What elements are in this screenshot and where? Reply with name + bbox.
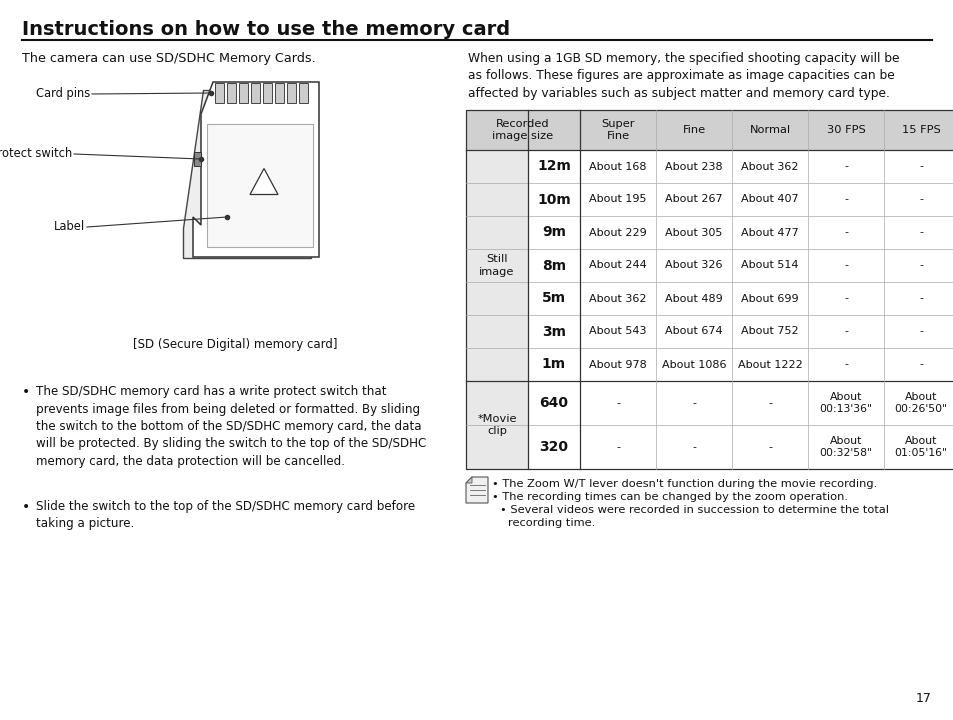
Text: About 244: About 244 bbox=[589, 261, 646, 271]
Bar bbox=[193, 152, 201, 166]
Text: Write protect switch: Write protect switch bbox=[0, 148, 71, 161]
Text: 5m: 5m bbox=[541, 292, 565, 305]
Bar bbox=[239, 83, 248, 103]
Text: About 168: About 168 bbox=[589, 161, 646, 171]
Text: -: - bbox=[918, 294, 923, 304]
Text: • Several videos were recorded in succession to determine the total: • Several videos were recorded in succes… bbox=[499, 505, 888, 515]
Text: 320: 320 bbox=[539, 440, 568, 454]
Bar bbox=[251, 83, 260, 103]
Text: About 305: About 305 bbox=[664, 228, 722, 238]
Bar bbox=[465, 110, 953, 469]
Text: The SD/SDHC memory card has a write protect switch that
prevents image files fro: The SD/SDHC memory card has a write prot… bbox=[36, 385, 426, 468]
Text: About 543: About 543 bbox=[589, 326, 646, 336]
Polygon shape bbox=[465, 477, 472, 483]
Text: About 489: About 489 bbox=[664, 294, 722, 304]
Text: Super
Fine: Super Fine bbox=[600, 119, 634, 141]
Text: About
00:13'36": About 00:13'36" bbox=[819, 392, 872, 414]
Text: Card pins: Card pins bbox=[35, 88, 90, 101]
Text: About 238: About 238 bbox=[664, 161, 722, 171]
Text: Still
image: Still image bbox=[478, 254, 515, 276]
Text: About 195: About 195 bbox=[589, 194, 646, 204]
Text: -: - bbox=[691, 398, 695, 408]
Text: About
01:05'16": About 01:05'16" bbox=[894, 436, 946, 458]
Text: 30 FPS: 30 FPS bbox=[825, 125, 864, 135]
Text: -: - bbox=[843, 261, 847, 271]
Text: Fine: Fine bbox=[681, 125, 705, 135]
Text: About
00:32'58": About 00:32'58" bbox=[819, 436, 872, 458]
Text: About 699: About 699 bbox=[740, 294, 798, 304]
Text: 1m: 1m bbox=[541, 358, 565, 372]
Bar bbox=[227, 83, 235, 103]
Text: 17: 17 bbox=[915, 692, 931, 705]
Polygon shape bbox=[250, 168, 277, 194]
Text: About 267: About 267 bbox=[664, 194, 722, 204]
Text: -: - bbox=[843, 161, 847, 171]
Text: 12m: 12m bbox=[537, 160, 570, 174]
Text: -: - bbox=[767, 398, 771, 408]
Text: 10m: 10m bbox=[537, 192, 570, 207]
Text: -: - bbox=[691, 442, 695, 452]
Text: 3m: 3m bbox=[541, 325, 565, 338]
Text: -: - bbox=[918, 194, 923, 204]
Text: About
00:26'50": About 00:26'50" bbox=[894, 392, 946, 414]
Text: -: - bbox=[843, 326, 847, 336]
Text: •: • bbox=[22, 385, 30, 399]
Text: About 674: About 674 bbox=[664, 326, 722, 336]
Text: -: - bbox=[767, 442, 771, 452]
Text: -: - bbox=[616, 398, 619, 408]
Text: •: • bbox=[22, 500, 30, 514]
Bar bbox=[207, 124, 313, 247]
Text: Slide the switch to the top of the SD/SDHC memory card before
taking a picture.: Slide the switch to the top of the SD/SD… bbox=[36, 500, 415, 531]
Text: -: - bbox=[843, 228, 847, 238]
Text: -: - bbox=[918, 161, 923, 171]
Text: -: - bbox=[918, 228, 923, 238]
Text: *Movie
clip: *Movie clip bbox=[476, 414, 517, 436]
Text: When using a 1GB SD memory, the specified shooting capacity will be
as follows. : When using a 1GB SD memory, the specifie… bbox=[468, 52, 899, 100]
Text: The camera can use SD/SDHC Memory Cards.: The camera can use SD/SDHC Memory Cards. bbox=[22, 52, 315, 65]
Text: -: - bbox=[918, 261, 923, 271]
Text: 9m: 9m bbox=[541, 225, 565, 240]
Text: Recorded
image size: Recorded image size bbox=[492, 119, 553, 141]
Text: • The Zoom W/T lever doesn't function during the movie recording.: • The Zoom W/T lever doesn't function du… bbox=[492, 479, 877, 489]
Text: -: - bbox=[843, 359, 847, 369]
Text: Instructions on how to use the memory card: Instructions on how to use the memory ca… bbox=[22, 20, 510, 39]
Bar bbox=[298, 83, 308, 103]
Text: -: - bbox=[918, 359, 923, 369]
Text: About 362: About 362 bbox=[740, 161, 798, 171]
Text: 8m: 8m bbox=[541, 258, 565, 272]
Text: About 477: About 477 bbox=[740, 228, 798, 238]
Text: • The recording times can be changed by the zoom operation.: • The recording times can be changed by … bbox=[492, 492, 847, 502]
Text: -: - bbox=[616, 442, 619, 452]
Bar bbox=[465, 110, 953, 150]
Text: [SD (Secure Digital) memory card]: [SD (Secure Digital) memory card] bbox=[132, 338, 337, 351]
Text: About 362: About 362 bbox=[589, 294, 646, 304]
Polygon shape bbox=[193, 82, 318, 257]
Text: About 1222: About 1222 bbox=[737, 359, 801, 369]
Text: 15 FPS: 15 FPS bbox=[901, 125, 940, 135]
Bar bbox=[287, 83, 295, 103]
Text: About 752: About 752 bbox=[740, 326, 798, 336]
Text: -: - bbox=[918, 326, 923, 336]
Text: Normal: Normal bbox=[749, 125, 790, 135]
Text: 640: 640 bbox=[539, 396, 568, 410]
Text: Label: Label bbox=[53, 220, 85, 233]
Text: -: - bbox=[843, 294, 847, 304]
Text: -: - bbox=[843, 194, 847, 204]
Bar bbox=[263, 83, 272, 103]
Text: About 229: About 229 bbox=[589, 228, 646, 238]
Polygon shape bbox=[465, 477, 488, 503]
Bar bbox=[214, 83, 224, 103]
Text: About 1086: About 1086 bbox=[661, 359, 725, 369]
Bar bbox=[465, 150, 527, 381]
Text: About 514: About 514 bbox=[740, 261, 798, 271]
Bar bbox=[274, 83, 284, 103]
Text: About 978: About 978 bbox=[589, 359, 646, 369]
Text: About 407: About 407 bbox=[740, 194, 798, 204]
Text: About 326: About 326 bbox=[664, 261, 722, 271]
Bar bbox=[465, 381, 527, 469]
Polygon shape bbox=[183, 90, 311, 258]
Text: recording time.: recording time. bbox=[507, 518, 595, 528]
